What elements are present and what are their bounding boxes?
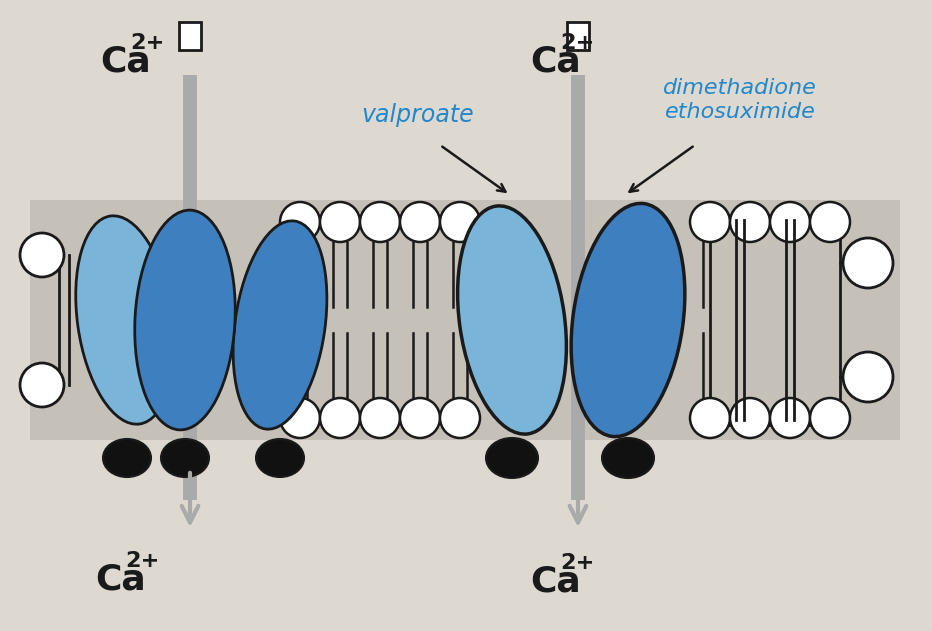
Circle shape [843,352,893,402]
Ellipse shape [458,206,567,434]
FancyBboxPatch shape [710,215,840,425]
Circle shape [360,398,400,438]
Ellipse shape [256,439,304,477]
Ellipse shape [602,438,654,478]
FancyBboxPatch shape [30,200,900,440]
Circle shape [280,202,320,242]
Text: dimethadione
ethosuximide: dimethadione ethosuximide [663,78,817,122]
Circle shape [320,202,360,242]
Circle shape [360,202,400,242]
Ellipse shape [233,221,327,429]
Circle shape [730,202,770,242]
Text: Ca: Ca [530,45,581,79]
Text: 2+: 2+ [561,33,595,53]
Text: 2+: 2+ [561,553,595,574]
Circle shape [810,398,850,438]
Circle shape [810,202,850,242]
Circle shape [400,398,440,438]
Circle shape [770,398,810,438]
FancyBboxPatch shape [567,22,589,50]
Circle shape [320,398,360,438]
Circle shape [770,202,810,242]
Circle shape [440,202,480,242]
Ellipse shape [486,438,538,478]
Ellipse shape [161,439,209,477]
Circle shape [730,398,770,438]
Text: Ca: Ca [530,565,581,599]
Ellipse shape [571,203,685,437]
Circle shape [690,202,730,242]
Text: Ca: Ca [100,45,151,79]
Circle shape [280,398,320,438]
Circle shape [843,238,893,288]
Ellipse shape [135,210,235,430]
Circle shape [690,398,730,438]
Circle shape [20,233,64,277]
Text: 2+: 2+ [126,551,160,571]
Circle shape [400,202,440,242]
Text: 2+: 2+ [130,33,165,53]
Circle shape [20,363,64,407]
Circle shape [440,398,480,438]
Text: valproate: valproate [362,103,474,127]
Text: Ca: Ca [95,563,145,597]
Ellipse shape [75,216,174,424]
Ellipse shape [103,439,151,477]
FancyBboxPatch shape [179,22,201,50]
